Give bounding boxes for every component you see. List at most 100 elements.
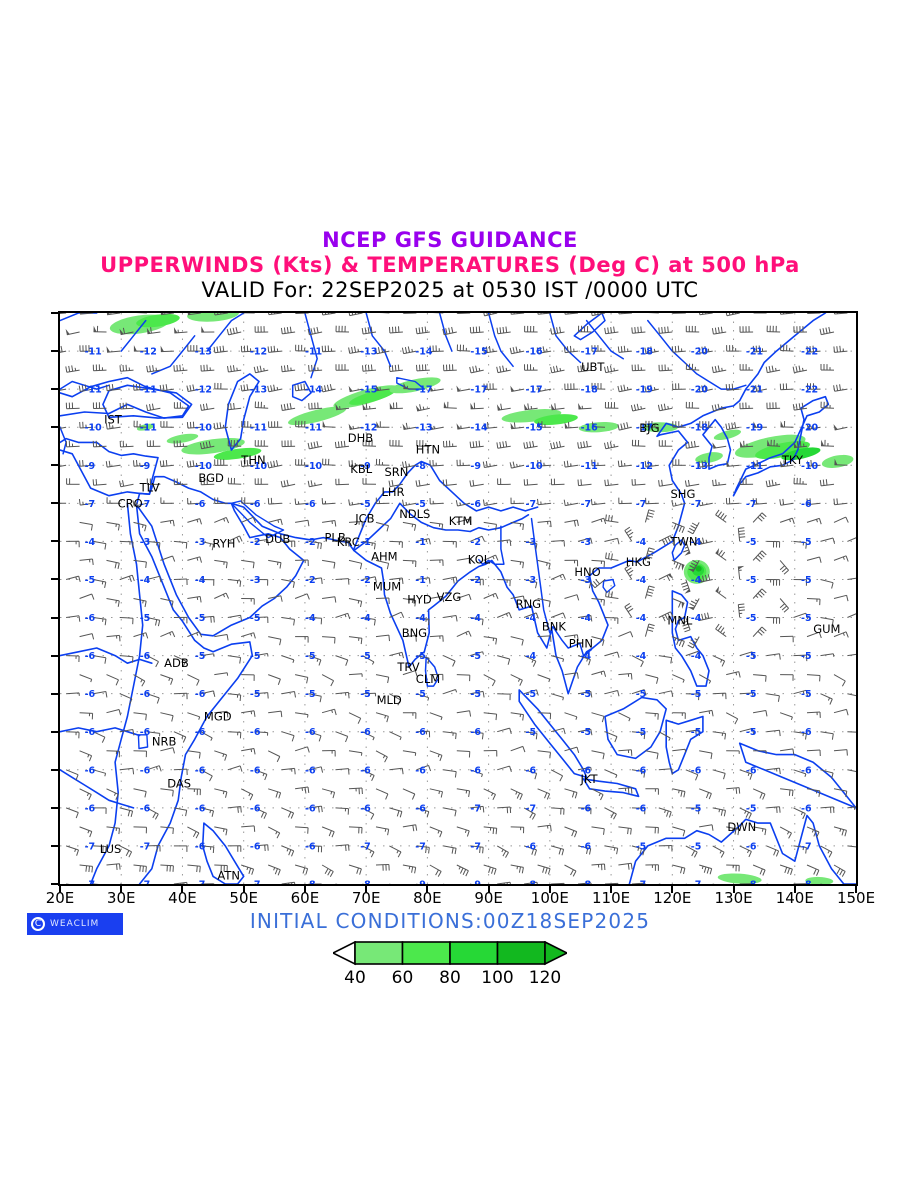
- svg-text:-15: -15: [360, 385, 377, 396]
- svg-text:MNL: MNL: [667, 614, 693, 628]
- svg-text:SHG: SHG: [671, 487, 696, 501]
- weaclim-logo: C WEACLIM: [27, 913, 123, 935]
- svg-text:-17: -17: [526, 385, 543, 396]
- svg-text:-7: -7: [581, 499, 592, 510]
- svg-text:-5: -5: [801, 613, 812, 624]
- svg-text:-7: -7: [415, 841, 426, 852]
- svg-text:-6: -6: [140, 803, 151, 814]
- svg-text:-12: -12: [195, 385, 212, 396]
- x-axis-label: 20E: [45, 889, 75, 907]
- svg-text:AHM: AHM: [371, 550, 397, 564]
- svg-text:-11: -11: [581, 461, 598, 472]
- svg-text:MGD: MGD: [204, 710, 232, 724]
- svg-text:-6: -6: [305, 499, 316, 510]
- svg-text:-4: -4: [305, 613, 316, 624]
- svg-text:HTN: HTN: [416, 442, 440, 456]
- svg-text:-6: -6: [526, 841, 537, 852]
- x-axis-label: 60E: [290, 889, 320, 907]
- svg-text:-6: -6: [85, 613, 96, 624]
- svg-text:-6: -6: [581, 765, 592, 776]
- svg-text:-5: -5: [140, 613, 151, 624]
- svg-text:-17: -17: [470, 385, 487, 396]
- svg-text:-3: -3: [250, 575, 261, 586]
- svg-text:-4: -4: [691, 575, 702, 586]
- x-axis-tick: [120, 886, 123, 893]
- x-axis-tick: [610, 886, 613, 893]
- x-axis-tick: [793, 886, 796, 893]
- svg-text:-16: -16: [526, 347, 544, 358]
- svg-text:-5: -5: [691, 727, 702, 738]
- svg-text:CLM: CLM: [416, 672, 440, 686]
- svg-text:-6: -6: [250, 727, 261, 738]
- colorbar-tick-label: 120: [528, 968, 562, 988]
- y-axis-tick: [51, 350, 58, 353]
- svg-text:-4: -4: [581, 613, 592, 624]
- svg-text:-5: -5: [746, 651, 757, 662]
- x-axis-tick: [242, 886, 245, 893]
- svg-text:-7: -7: [746, 499, 757, 510]
- svg-text:-5: -5: [360, 651, 371, 662]
- svg-text:-6: -6: [470, 499, 481, 510]
- svg-text:-3: -3: [581, 575, 592, 586]
- svg-text:-6: -6: [305, 803, 316, 814]
- y-axis-tick: [51, 692, 58, 695]
- svg-text:-1: -1: [415, 537, 426, 548]
- svg-text:-7: -7: [195, 880, 206, 885]
- y-axis-tick: [51, 426, 58, 429]
- svg-text:KOL: KOL: [468, 553, 491, 567]
- svg-text:-2: -2: [305, 575, 316, 586]
- svg-text:-11: -11: [250, 423, 267, 434]
- svg-text:-15: -15: [470, 347, 487, 358]
- svg-text:-8: -8: [581, 880, 592, 885]
- svg-text:TWN: TWN: [670, 534, 698, 548]
- svg-text:-8: -8: [746, 880, 757, 885]
- x-axis-tick: [855, 886, 857, 893]
- svg-text:-13: -13: [195, 347, 212, 358]
- svg-text:-7: -7: [526, 803, 537, 814]
- svg-text:-3: -3: [526, 575, 537, 586]
- svg-text:-13: -13: [360, 347, 377, 358]
- x-axis-tick: [181, 886, 184, 893]
- svg-text:PLB: PLB: [325, 531, 346, 545]
- svg-text:-8: -8: [360, 880, 371, 885]
- svg-text:-7: -7: [140, 499, 151, 510]
- svg-text:DUB: DUB: [265, 532, 290, 546]
- y-axis-tick: [51, 730, 58, 733]
- svg-text:-5: -5: [526, 727, 537, 738]
- svg-text:-3: -3: [195, 537, 206, 548]
- svg-text:-6: -6: [470, 765, 481, 776]
- svg-text:-8: -8: [801, 880, 812, 885]
- svg-text:UBT: UBT: [581, 360, 605, 374]
- map-plot-area[interactable]: -7 -7 -7 -7 -8 -8 -9 -9 -8 -8 -7 -7 -8 -8 -7 -7 -6 -6 -6 -7…: [58, 311, 858, 886]
- colorbar-tick-label: 60: [391, 968, 414, 988]
- svg-text:DAS: DAS: [167, 777, 191, 791]
- svg-text:-6: -6: [636, 803, 647, 814]
- svg-text:-5: -5: [636, 727, 647, 738]
- svg-text:-6: -6: [581, 841, 592, 852]
- colorbar-tick-label: 40: [344, 968, 366, 988]
- y-axis-tick: [51, 540, 58, 543]
- colorbar-tick-label: 80: [439, 968, 461, 988]
- svg-text:-4: -4: [360, 613, 371, 624]
- svg-text:-9: -9: [140, 461, 151, 472]
- svg-text:-20: -20: [691, 347, 709, 358]
- svg-text:-4: -4: [526, 651, 537, 662]
- svg-text:-15: -15: [526, 423, 543, 434]
- svg-text:-2: -2: [470, 537, 481, 548]
- svg-text:-7: -7: [526, 499, 537, 510]
- svg-text:-5: -5: [415, 689, 426, 700]
- colorbar-inner: 40 60 80 100 120: [333, 941, 567, 996]
- svg-text:-4: -4: [691, 651, 702, 662]
- svg-text:-5: -5: [195, 651, 206, 662]
- y-axis-tick: [51, 883, 58, 885]
- svg-text:-17: -17: [636, 423, 653, 434]
- svg-text:-6: -6: [250, 499, 261, 510]
- svg-text:-21: -21: [746, 385, 763, 396]
- svg-text:-4: -4: [636, 537, 647, 548]
- x-axis-tick: [487, 886, 490, 893]
- svg-text:HYD: HYD: [407, 592, 432, 606]
- chart-title-block: NCEP GFS GUIDANCE UPPERWINDS (Kts) & TEM…: [0, 230, 900, 301]
- svg-text:-5: -5: [636, 689, 647, 700]
- svg-text:-6: -6: [195, 499, 206, 510]
- y-axis-tick: [51, 844, 58, 847]
